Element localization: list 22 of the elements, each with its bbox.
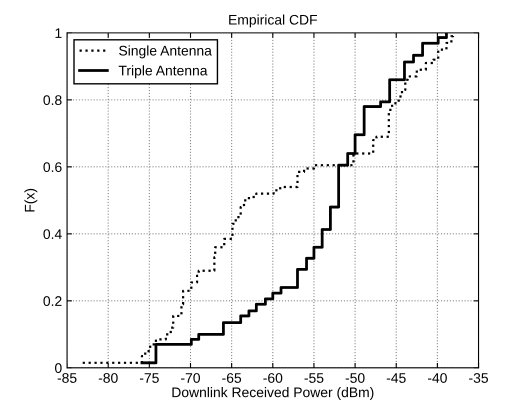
x-tick-label: -70 <box>181 373 200 383</box>
legend-label: Single Antenna <box>119 45 212 58</box>
y-tick-label: 0.2 <box>43 296 62 306</box>
x-tick-label: -45 <box>386 373 406 383</box>
y-tick-label: 0.6 <box>43 162 62 172</box>
y-tick-label: 0.8 <box>43 95 62 106</box>
x-tick-label: -35 <box>469 373 488 383</box>
y-tick-label: 1 <box>56 28 62 38</box>
y-tick-label: 0 <box>55 363 62 374</box>
x-tick-label: -60 <box>263 373 282 383</box>
y-axis-title: F(x) <box>24 188 38 212</box>
x-tick-label: -40 <box>428 373 447 383</box>
chart-title: Empirical CDF <box>229 14 317 28</box>
x-tick-label: -85 <box>58 373 77 383</box>
x-tick-label: -75 <box>140 373 159 383</box>
x-axis-title: Downlink Received Power (dBm) <box>172 387 374 400</box>
x-tick-label: -65 <box>222 373 242 383</box>
legend-label: Triple Antenna <box>118 65 208 78</box>
y-tick-label: 0.4 <box>43 229 62 240</box>
x-tick-label: -80 <box>98 373 118 383</box>
x-tick-label: -55 <box>304 373 324 383</box>
x-tick-label: -50 <box>346 373 365 383</box>
